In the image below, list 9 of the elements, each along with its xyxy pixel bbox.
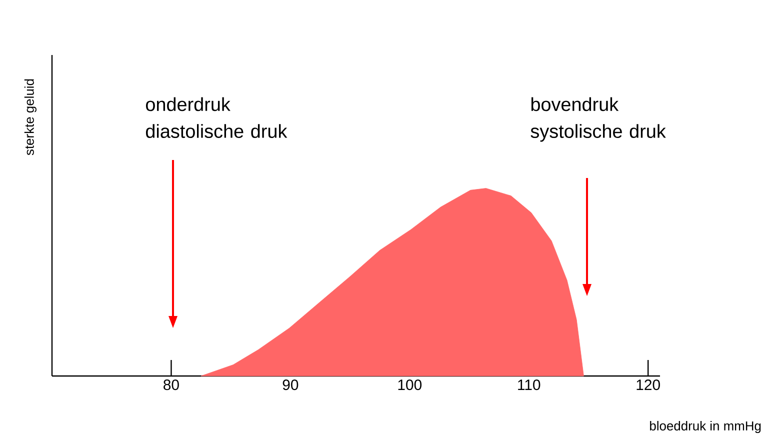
x-axis-title: bloeddruk in mmHg — [650, 420, 761, 434]
x-tick-label: 110 — [518, 380, 540, 390]
x-tick-label: 120 — [636, 380, 660, 390]
x-tick-label: 100 — [398, 380, 422, 390]
text: onderdruk diastolische druk — [146, 97, 288, 138]
x-tick-label: 80 — [164, 380, 179, 390]
text: bovendruk systolische druk — [530, 97, 666, 142]
y-axis-title: sterkte geluid — [24, 79, 36, 156]
x-tick-label: 90 — [282, 380, 298, 390]
